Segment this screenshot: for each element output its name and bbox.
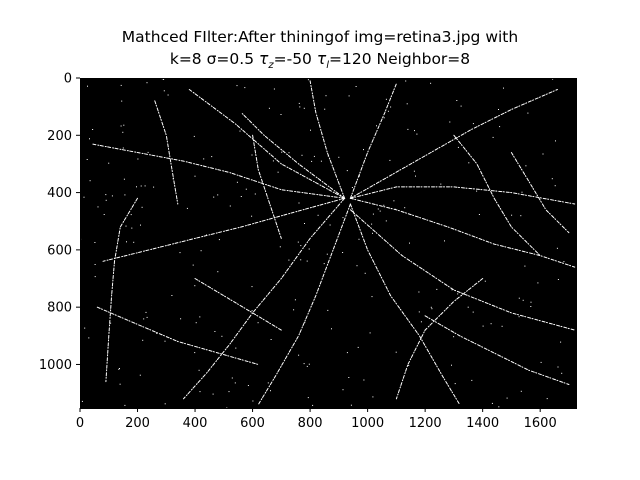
vessel-trace xyxy=(349,89,558,199)
y-tick-label: 1000 xyxy=(39,358,72,373)
title-sigma: σ=0.5 xyxy=(206,50,255,68)
vessel-trace xyxy=(349,83,397,199)
y-tick-label: 600 xyxy=(47,243,72,258)
x-tick-label: 400 xyxy=(183,416,208,431)
vessel-trace xyxy=(154,100,179,205)
y-tick-label: 200 xyxy=(47,129,72,144)
chart-title-line-1: Mathced FIlter:After thiningof img=retin… xyxy=(121,28,519,46)
vessel-trace xyxy=(349,186,576,205)
y-tick-label: 0 xyxy=(64,72,72,87)
title-tau-z-value: =-50 xyxy=(273,50,312,68)
vessel-lines xyxy=(91,80,576,406)
x-axis: 0 200 400 600 800 1000 1200 1400 1600 xyxy=(76,408,557,431)
vessel-trace xyxy=(349,209,576,331)
x-tick-label: 1000 xyxy=(351,416,384,431)
vessel-trace xyxy=(349,203,461,406)
vessel-trace xyxy=(102,197,346,262)
x-tick-label: 1200 xyxy=(409,416,442,431)
vessel-trace xyxy=(194,278,282,331)
vessel-trace xyxy=(96,306,259,365)
vessel-trace xyxy=(349,197,576,268)
y-axis: 0 200 400 600 800 1000 xyxy=(39,72,80,373)
title-k: k=8 xyxy=(169,50,202,68)
vessel-trace xyxy=(309,80,346,199)
vessel-trace xyxy=(395,278,484,400)
title-tau-z-subscript: z xyxy=(268,60,274,72)
image-background xyxy=(80,78,577,408)
title-tau-l-symbol: τ xyxy=(316,50,327,68)
x-tick-label: 800 xyxy=(298,416,323,431)
title-tau-l-value: =120 xyxy=(328,50,372,68)
vessel-trace xyxy=(91,143,346,199)
vessel-trace xyxy=(510,152,570,234)
vessel-trace xyxy=(188,89,346,199)
x-tick-label: 600 xyxy=(240,416,265,431)
speckles xyxy=(80,78,565,409)
vessel-trace xyxy=(240,111,346,199)
vessel-trace xyxy=(424,315,570,385)
vessel-trace xyxy=(453,134,541,257)
x-tick-label: 1600 xyxy=(524,416,557,431)
vessel-trace xyxy=(257,203,351,406)
y-tick-label: 400 xyxy=(47,186,72,201)
chart-title-line-2: k=8 σ=0.5 τz=-50 τl=120 Neighbor=8 xyxy=(0,50,640,71)
vessel-trace xyxy=(105,197,138,383)
title-neighbor: Neighbor=8 xyxy=(376,50,471,68)
title-tau-z-symbol: τ xyxy=(259,50,269,68)
title-tau-l-subscript: l xyxy=(326,60,329,72)
x-tick-label: 200 xyxy=(125,416,150,431)
x-tick-label: 1400 xyxy=(466,416,499,431)
y-tick-label: 800 xyxy=(47,301,72,316)
axes-frame xyxy=(80,78,577,409)
x-tick-label: 0 xyxy=(76,416,84,431)
vessel-trace xyxy=(252,134,282,239)
retina-vessel-image xyxy=(80,78,577,409)
